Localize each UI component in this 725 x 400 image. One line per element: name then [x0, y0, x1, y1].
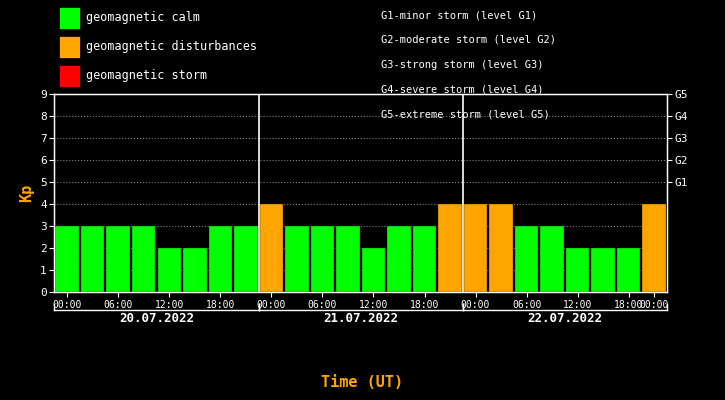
Text: G3-strong storm (level G3): G3-strong storm (level G3): [381, 60, 543, 70]
Bar: [81, 226, 104, 292]
Bar: [515, 226, 539, 292]
Bar: [132, 226, 155, 292]
Bar: [362, 248, 385, 292]
Bar: [55, 226, 79, 292]
Bar: [209, 226, 232, 292]
Bar: [260, 204, 283, 292]
Bar: [387, 226, 411, 292]
Text: G2-moderate storm (level G2): G2-moderate storm (level G2): [381, 35, 555, 45]
Bar: [540, 226, 564, 292]
Bar: [464, 204, 487, 292]
Text: 22.07.2022: 22.07.2022: [527, 312, 602, 325]
Bar: [413, 226, 436, 292]
Bar: [592, 248, 615, 292]
Text: G4-severe storm (level G4): G4-severe storm (level G4): [381, 84, 543, 94]
Text: 21.07.2022: 21.07.2022: [323, 312, 398, 325]
Bar: [157, 248, 181, 292]
Y-axis label: Kp: Kp: [20, 184, 34, 202]
Text: G1-minor storm (level G1): G1-minor storm (level G1): [381, 10, 537, 20]
Text: geomagnetic calm: geomagnetic calm: [86, 12, 199, 24]
Text: geomagnetic disturbances: geomagnetic disturbances: [86, 40, 257, 53]
Text: Time (UT): Time (UT): [321, 375, 404, 390]
Bar: [183, 248, 207, 292]
Text: G5-extreme storm (level G5): G5-extreme storm (level G5): [381, 109, 550, 119]
Bar: [489, 204, 513, 292]
Bar: [439, 204, 462, 292]
Bar: [234, 226, 257, 292]
Bar: [566, 248, 589, 292]
Bar: [107, 226, 130, 292]
Bar: [285, 226, 309, 292]
Text: 20.07.2022: 20.07.2022: [119, 312, 194, 325]
Bar: [617, 248, 640, 292]
Bar: [310, 226, 334, 292]
Bar: [642, 204, 666, 292]
Text: geomagnetic storm: geomagnetic storm: [86, 69, 207, 82]
Bar: [336, 226, 360, 292]
